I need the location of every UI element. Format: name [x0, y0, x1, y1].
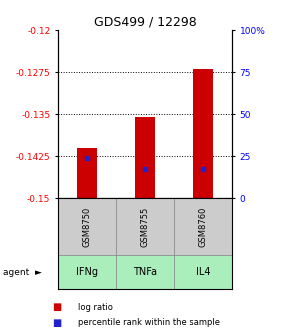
- Bar: [174, 198, 232, 255]
- Text: agent  ►: agent ►: [3, 268, 42, 277]
- Bar: [174, 255, 232, 289]
- Text: log ratio: log ratio: [78, 303, 113, 312]
- Text: GSM8760: GSM8760: [198, 207, 208, 247]
- Bar: [193, 70, 213, 198]
- Text: GSM8750: GSM8750: [82, 207, 92, 247]
- Text: IL4: IL4: [196, 267, 210, 277]
- Bar: [58, 255, 116, 289]
- Bar: [116, 255, 174, 289]
- Text: ■: ■: [52, 318, 61, 328]
- Text: percentile rank within the sample: percentile rank within the sample: [78, 318, 220, 327]
- Text: GDS499 / 12298: GDS499 / 12298: [94, 15, 196, 28]
- Text: GSM8755: GSM8755: [140, 207, 150, 247]
- Text: ■: ■: [52, 302, 61, 312]
- Text: TNFa: TNFa: [133, 267, 157, 277]
- Text: IFNg: IFNg: [76, 267, 98, 277]
- Bar: [77, 148, 97, 198]
- Bar: [135, 117, 155, 198]
- Bar: [58, 198, 116, 255]
- Bar: [116, 198, 174, 255]
